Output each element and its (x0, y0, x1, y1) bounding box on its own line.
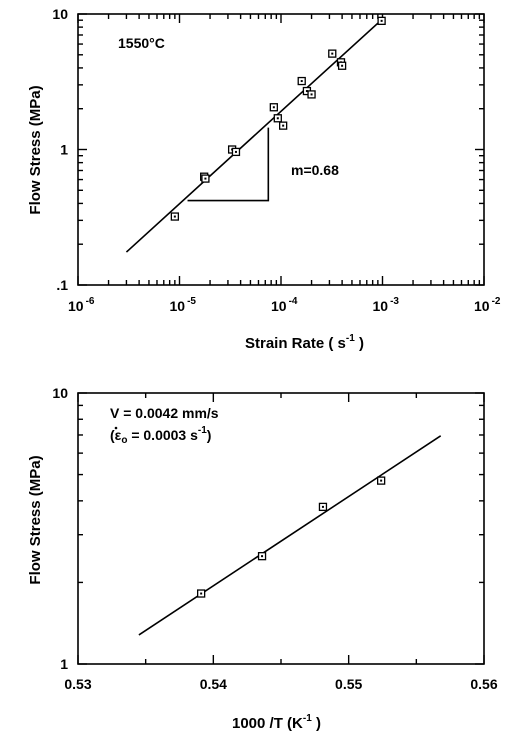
top-data-point (328, 49, 337, 58)
top-x-tick-exp: -3 (390, 296, 399, 307)
top-x-tick-exp: -6 (86, 296, 95, 307)
top-x-tick-base: 10 (271, 298, 287, 314)
bottom-y-tick-labels: 10 1 (52, 385, 68, 672)
top-marker-dot (305, 90, 308, 93)
top-x-tick-exp: -5 (187, 296, 196, 307)
rate-subscript: o (121, 435, 127, 446)
bottom-y-tick-label: 10 (52, 385, 68, 401)
bottom-x-tick-labels: 0.53 0.54 0.55 0.56 (64, 676, 497, 692)
top-data-point (201, 174, 210, 183)
top-marker-dot (282, 124, 285, 127)
strain-rate-chart: 101.1 10 -6 10 -5 10 -4 10 -3 10 -2 1550°C m=0.68… (27, 6, 501, 352)
top-x-tick-label: 10 -6 (68, 296, 95, 314)
top-marker-dot (272, 106, 275, 109)
top-x-tick-label: 10 -2 (474, 296, 501, 314)
top-x-tick-label: 10 -4 (271, 296, 298, 314)
rate-exponent: -1 (198, 425, 207, 436)
top-plot-frame (77, 13, 485, 286)
top-x-axis-title-tail: ) (355, 335, 364, 352)
top-y-tick-label: 1 (60, 142, 68, 158)
bottom-y-tick-label: 1 (60, 656, 68, 672)
top-marker-dot (310, 93, 313, 96)
bottom-tick-marks (77, 392, 485, 665)
top-data-point (297, 76, 306, 86)
bottom-marker-dot (380, 479, 383, 482)
bottom-marker-dot (200, 592, 203, 595)
top-y-axis-title: Flow Stress (MPa) (27, 85, 44, 214)
top-y-tick-label: .1 (56, 277, 68, 293)
top-x-tick-base: 10 (68, 298, 84, 314)
epsilon-dot (114, 426, 118, 430)
top-x-axis-title-main: Strain Rate ( s (245, 335, 346, 352)
top-y-tick-labels: 101.1 (52, 6, 68, 293)
top-x-tick-labels: 10 -6 10 -5 10 -4 10 -3 10 -2 (68, 296, 501, 314)
top-data-marks (125, 16, 386, 253)
bottom-x-tick-label: 0.53 (64, 676, 91, 692)
top-marker-dot (331, 52, 334, 55)
bottom-marker-dot (261, 555, 264, 558)
top-marker-dot (276, 117, 279, 120)
bottom-x-tick-label: 0.54 (200, 676, 227, 692)
top-fit-line (125, 18, 384, 253)
bottom-data-point (197, 589, 206, 598)
rate-epsilon-symbol: ε (115, 427, 122, 443)
top-marker-dot (380, 19, 383, 22)
bottom-y-axis-title: Flow Stress (MPa) (27, 455, 44, 584)
top-marker-dot (341, 64, 344, 67)
temperature-annotation: 1550°C (118, 35, 165, 51)
bottom-x-axis-title-main: 1000 /T (K (232, 715, 303, 732)
top-x-tick-exp: -2 (492, 296, 501, 307)
top-data-point (231, 147, 241, 157)
bottom-data-point (376, 476, 386, 485)
top-x-tick-base: 10 (170, 298, 186, 314)
top-x-axis-title-exp: -1 (346, 333, 355, 344)
rate-close-paren: ) (207, 427, 212, 443)
top-data-point (269, 103, 278, 112)
top-x-axis-title: Strain Rate ( s-1 ) (245, 333, 364, 352)
bottom-x-tick-label: 0.55 (335, 676, 362, 692)
top-data-point (273, 114, 282, 123)
top-x-tick-label: 10 -5 (170, 296, 197, 314)
top-data-point (170, 212, 180, 221)
top-y-tick-label: 10 (52, 6, 68, 22)
top-marker-dot (204, 177, 207, 180)
strain-rate-annotation: (εo = 0.0003 s-1) (110, 425, 211, 446)
rate-open-paren: ( (110, 427, 115, 443)
bottom-x-axis-title-exp: -1 (303, 713, 312, 724)
bottom-data-point (318, 502, 328, 512)
top-x-tick-exp: -4 (289, 296, 298, 307)
top-data-point (279, 121, 288, 130)
top-x-tick-base: 10 (474, 298, 490, 314)
top-x-tick-base: 10 (373, 298, 389, 314)
slope-annotation: m=0.68 (291, 162, 339, 178)
top-marker-dot (300, 80, 303, 83)
bottom-x-axis-title-tail: ) (312, 715, 321, 732)
bottom-x-tick-label: 0.56 (470, 676, 497, 692)
bottom-marker-dot (321, 505, 324, 508)
top-marker-dot (173, 215, 176, 218)
bottom-data-point (257, 552, 267, 561)
inverse-temperature-chart: 10 1 0.53 0.54 0.55 0.56 V = 0.0042 mm/s (εo… (27, 385, 498, 732)
bottom-data-marks (138, 435, 442, 636)
top-tick-marks (77, 13, 485, 286)
slope-triangle (187, 127, 270, 202)
top-marker-dot (234, 150, 237, 153)
top-data-point (307, 90, 316, 99)
bottom-x-axis-title: 1000 /T (K-1 ) (232, 713, 321, 732)
rate-value: = 0.0003 s (127, 427, 198, 443)
top-data-point (337, 61, 347, 70)
velocity-annotation: V = 0.0042 mm/s (110, 405, 219, 421)
top-data-point (377, 16, 386, 26)
bottom-fit-line (138, 435, 442, 636)
top-x-tick-label: 10 -3 (373, 296, 400, 314)
